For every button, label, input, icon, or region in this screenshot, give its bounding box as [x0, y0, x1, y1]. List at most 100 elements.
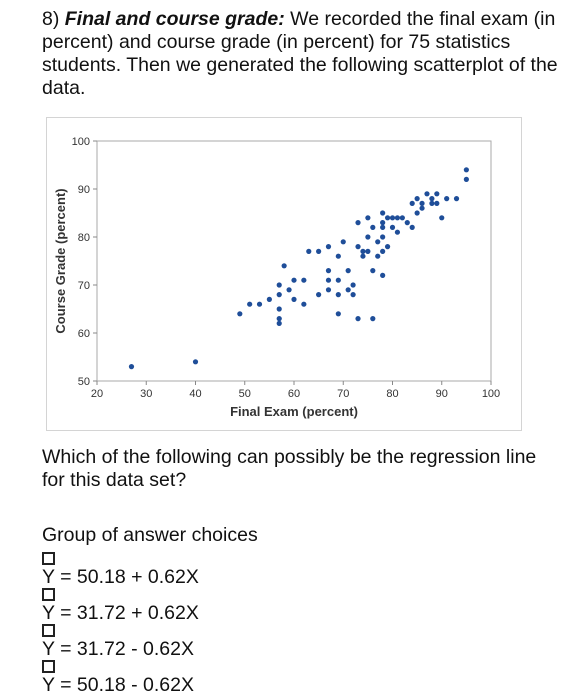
scatter-point [325, 268, 332, 274]
question-prompt: Which of the following can possibly be t… [42, 446, 537, 491]
scatter-point [360, 248, 366, 254]
scatter-point [429, 196, 435, 202]
scatter-point [276, 316, 282, 322]
scatter-point [355, 316, 361, 322]
scatter-point [375, 239, 381, 245]
scatter-point [414, 196, 420, 202]
scatter-point [276, 320, 282, 326]
scatter-point [301, 277, 307, 283]
answer-choice-label: Y = 50.18 - 0.62X [42, 674, 194, 696]
scatter-point [444, 196, 450, 202]
scatter-point [345, 287, 351, 293]
scatter-point [370, 316, 376, 322]
scatter-point [286, 287, 292, 293]
answer-choice-label: Y = 31.72 + 0.62X [42, 602, 199, 624]
y-tick-label: 60 [78, 328, 90, 340]
scatter-point [276, 292, 282, 298]
scatter-point [306, 248, 312, 254]
question-title: Final and course grade: [64, 8, 285, 30]
x-tick-label: 70 [337, 388, 349, 400]
scatter-point [389, 224, 396, 230]
scatter-point [380, 272, 386, 278]
scatter-point [128, 364, 135, 370]
scatter-point [453, 196, 460, 202]
scatter-point [394, 229, 401, 235]
scatter-point [350, 282, 356, 288]
scatter-point [365, 248, 371, 254]
checkbox-icon[interactable] [42, 624, 55, 637]
scatter-point [419, 200, 425, 206]
scatter-point [419, 205, 425, 211]
scatter-point [291, 296, 297, 302]
x-tick-label: 60 [288, 388, 300, 400]
question-number: 8) [42, 8, 60, 30]
scatter-point [463, 167, 469, 173]
scatter-point [370, 268, 376, 274]
y-tick-label: 90 [78, 184, 90, 196]
scatter-point [335, 277, 341, 283]
scatter-point [247, 301, 253, 307]
y-tick-label: 50 [78, 376, 90, 388]
answer-choice-4[interactable]: Y = 50.18 - 0.62X [42, 660, 194, 695]
scatter-point [380, 210, 386, 216]
x-tick-label: 80 [386, 388, 398, 400]
answer-choice-label: Y = 50.18 + 0.62X [42, 566, 199, 588]
scatter-point [316, 248, 322, 254]
scatter-point [380, 224, 386, 230]
scatter-point [380, 248, 386, 254]
x-tick-label: 90 [436, 388, 448, 400]
scatter-point [266, 296, 272, 302]
x-tick-label: 30 [140, 388, 152, 400]
scatter-point [291, 277, 297, 283]
scatter-point [340, 239, 346, 245]
scatterplot-chart: 20 30 40 50 60 70 80 90 100 50 60 70 80 90 100 Final Ex… [46, 117, 522, 431]
checkbox-icon[interactable] [42, 552, 55, 565]
scatter-point [301, 301, 307, 307]
checkbox-icon[interactable] [42, 660, 55, 673]
x-tick-label: 40 [189, 388, 201, 400]
scatter-point [365, 234, 371, 240]
scatter-point [345, 268, 351, 274]
scatter-point [192, 359, 199, 365]
scatter-point [439, 215, 445, 221]
y-axis-label: Course Grade (percent) [53, 188, 68, 333]
y-tick-label: 70 [78, 280, 90, 292]
scatter-point [380, 220, 386, 226]
scatter-point [325, 277, 332, 283]
scatterplot-svg: 20 30 40 50 60 70 80 90 100 50 60 70 80 90 100 Final Ex… [53, 136, 500, 419]
y-tick-label: 100 [72, 136, 90, 148]
scatter-point [404, 220, 410, 226]
scatter-point [434, 200, 440, 206]
scatter-point [350, 292, 356, 298]
scatter-point [409, 224, 415, 230]
choices-title: Group of answer choices [42, 524, 258, 546]
scatter-point [399, 215, 405, 221]
scatter-point [414, 210, 420, 216]
scatter-point [380, 234, 386, 240]
scatter-point [335, 292, 341, 298]
scatter-point [360, 253, 366, 259]
scatter-point [316, 292, 322, 298]
x-tick-label: 100 [482, 388, 500, 400]
question-body: We recorded the final exam (in percent) … [42, 8, 558, 99]
scatter-point [389, 215, 396, 221]
scatter-point [256, 301, 263, 307]
answer-choice-2[interactable]: Y = 31.72 + 0.62X [42, 588, 199, 623]
scatter-point [375, 253, 381, 259]
x-tick-label: 50 [239, 388, 251, 400]
plot-area [96, 140, 492, 382]
answer-choice-1[interactable]: Y = 50.18 + 0.62X [42, 552, 199, 587]
scatter-point [409, 200, 415, 206]
scatter-point [276, 306, 282, 312]
answer-choice-3[interactable]: Y = 31.72 - 0.62X [42, 624, 194, 659]
scatter-point [384, 244, 391, 250]
scatter-point [365, 215, 371, 221]
scatter-point [355, 244, 361, 250]
checkbox-icon[interactable] [42, 588, 55, 601]
scatter-point [335, 311, 341, 317]
scatter-point [325, 244, 332, 250]
scatter-point [424, 191, 430, 197]
scatter-point [394, 215, 401, 221]
x-tick-label: 20 [91, 388, 103, 400]
scatter-point [370, 224, 376, 230]
